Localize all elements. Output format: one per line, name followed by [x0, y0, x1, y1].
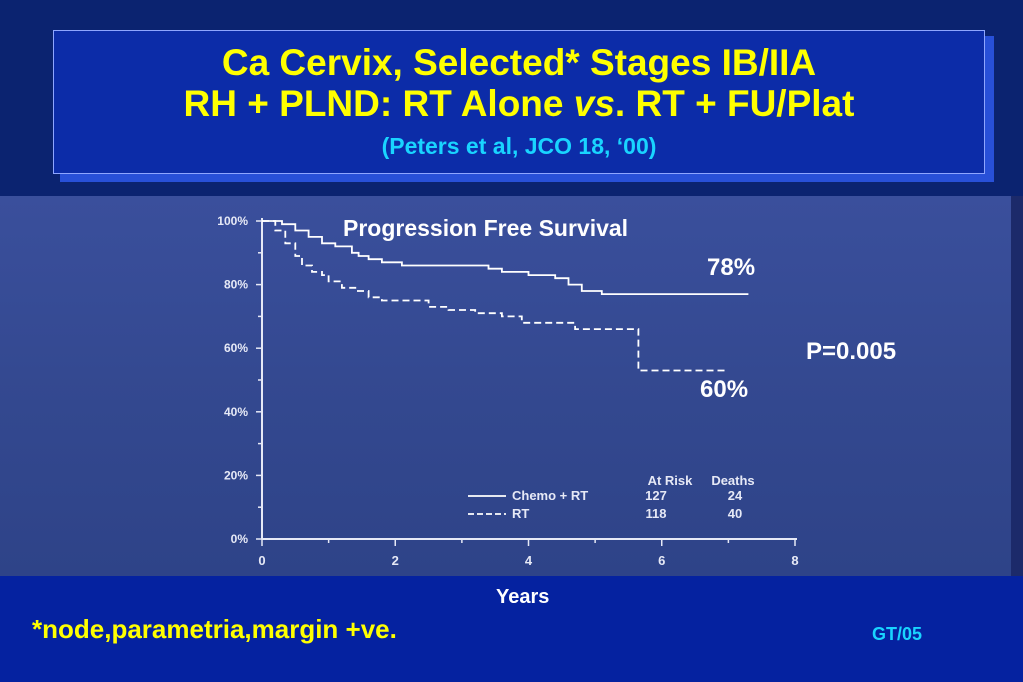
legend-header: At Risk — [648, 473, 694, 488]
legend-deaths: 24 — [728, 488, 743, 503]
title-line2-part-a: RH + PLND: RT Alone — [183, 83, 574, 124]
slide-title-line2: RH + PLND: RT Alone vs. RT + FU/Plat — [54, 84, 984, 124]
y-tick-label: 40% — [224, 405, 248, 419]
annotation-78: 78% — [707, 254, 756, 281]
slide-title-line1: Ca Cervix, Selected* Stages IB/IIA — [221, 42, 817, 83]
y-tick-label: 0% — [231, 532, 249, 546]
series-curve-chemo-rt — [262, 220, 749, 295]
legend-at-risk: 127 — [645, 488, 667, 503]
legend-deaths: 40 — [728, 506, 742, 521]
legend-label: Chemo + RT — [512, 488, 588, 503]
y-tick-label: 80% — [224, 278, 248, 292]
annotation-60: 60% — [700, 376, 749, 403]
footnote: *node,parametria,margin +ve. — [32, 614, 397, 644]
title-box: Ca Cervix, Selected* Stages IB/IIA RH + … — [53, 30, 985, 174]
y-tick-label: 20% — [224, 468, 248, 482]
x-axis-title: Years — [496, 586, 550, 608]
chart-title: Progression Free Survival — [343, 215, 629, 241]
photo-edge — [1011, 196, 1023, 576]
survival-chart: 0%20%40%60%80%100%0 2 4 6 8At Risk DeathsChem… — [217, 214, 798, 568]
x-tick-label: 6 — [658, 553, 665, 568]
legend-label: RT — [512, 506, 529, 521]
slide-code: GT/05 — [872, 624, 923, 644]
x-tick-label: 4 — [525, 553, 533, 568]
y-tick-label: 60% — [224, 341, 248, 355]
legend-header: Deaths — [711, 473, 754, 488]
x-tick-label: 0 — [258, 553, 265, 568]
series-curve-rt — [262, 220, 729, 372]
y-tick-label: 100% — [217, 214, 248, 228]
title-line2-part-b: . RT + FU/Plat — [614, 83, 855, 124]
x-tick-label: 2 — [392, 553, 399, 568]
legend-at-risk: 118 — [646, 506, 667, 521]
p-value: P=0.005 — [806, 338, 897, 365]
title-line2-vs: vs — [573, 83, 615, 124]
chart-photo-panel — [0, 196, 1023, 576]
slide-citation: (Peters et al, JCO 18, ‘00) — [381, 133, 657, 159]
footer-band — [0, 576, 1023, 682]
x-tick-label: 8 — [791, 553, 798, 568]
